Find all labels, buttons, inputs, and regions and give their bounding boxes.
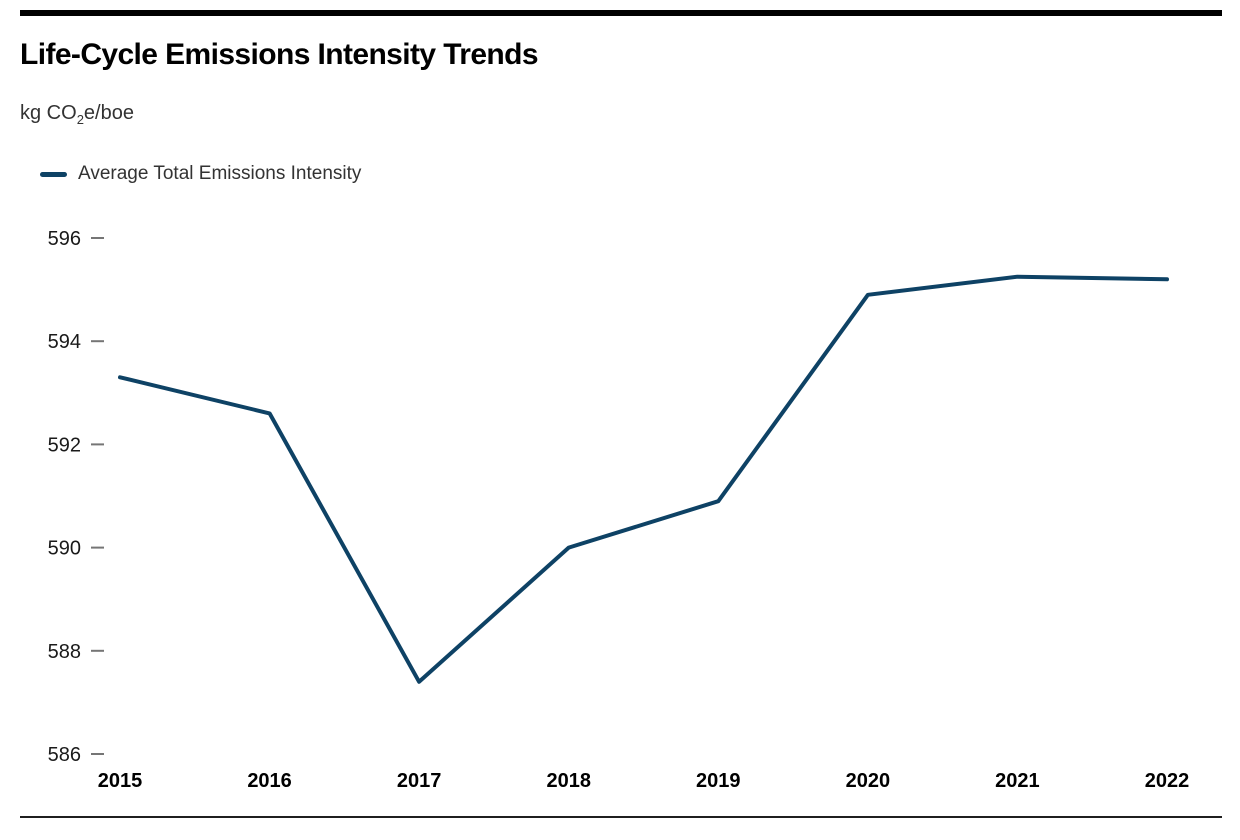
- x-tick-label: 2016: [247, 770, 292, 792]
- top-rule: [20, 10, 1222, 16]
- y-tick-label: 596: [48, 228, 81, 250]
- y-tick-dash: [91, 546, 104, 549]
- x-tick-label: 2021: [995, 770, 1040, 792]
- unit-suffix: e/boe: [83, 102, 134, 124]
- x-tick-label: 2018: [546, 770, 591, 792]
- chart-title: Life-Cycle Emissions Intensity Trends: [20, 38, 539, 71]
- y-tick-dash: [91, 649, 104, 652]
- bottom-rule: [20, 816, 1222, 818]
- legend-line-swatch: [40, 171, 67, 177]
- unit-prefix: kg CO: [20, 102, 77, 124]
- y-tick-dash: [91, 340, 104, 343]
- x-tick-label: 2017: [397, 770, 442, 792]
- y-tick-label: 590: [48, 538, 81, 560]
- unit-subscript: 2: [76, 112, 84, 127]
- y-tick-label: 588: [48, 641, 81, 663]
- y-tick-label: 592: [48, 434, 81, 456]
- series-line: [118, 274, 1169, 684]
- y-tick-label: 586: [48, 744, 81, 766]
- y-tick-dash: [91, 753, 104, 755]
- x-tick-label: 2015: [98, 770, 143, 792]
- legend-series-label: Average Total Emissions Intensity: [78, 163, 362, 184]
- y-tick-label: 594: [48, 331, 81, 353]
- y-axis-unit-label: kg CO2e/boe: [20, 102, 134, 127]
- x-tick-label: 2019: [696, 770, 741, 792]
- y-tick-dash: [91, 443, 104, 446]
- x-tick-label: 2020: [846, 770, 891, 792]
- y-tick-dash: [91, 237, 104, 239]
- x-tick-label: 2022: [1145, 770, 1190, 792]
- legend: Average Total Emissions Intensity: [40, 163, 361, 185]
